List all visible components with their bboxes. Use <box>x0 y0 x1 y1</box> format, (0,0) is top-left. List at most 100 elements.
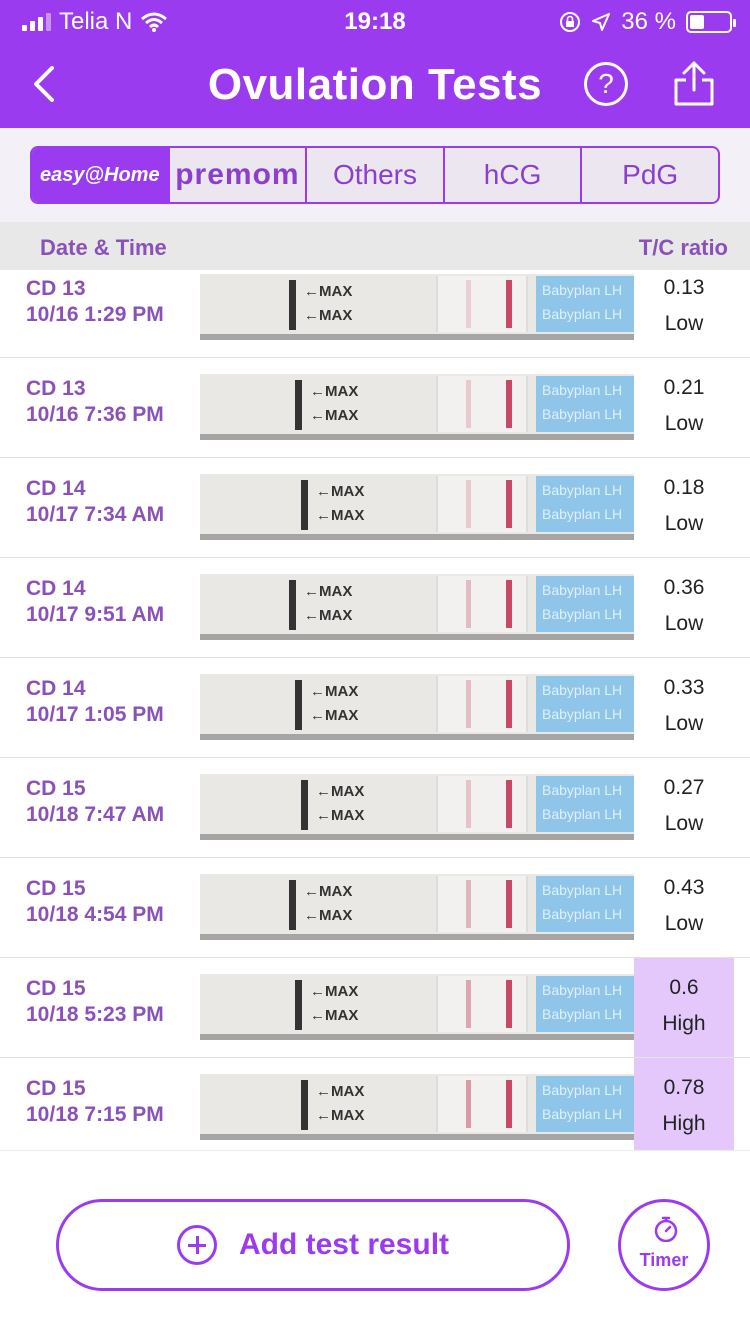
tc-ratio-value: 0.13 <box>663 276 705 299</box>
strip-brand-text: Babyplan LH <box>542 906 623 922</box>
strip-max-text: ←MAX <box>304 607 353 624</box>
strip-max-text: ←MAX <box>310 683 359 700</box>
plus-circle-icon <box>176 1225 217 1265</box>
clock: 19:18 <box>344 8 406 35</box>
strip-brand-text: Babyplan LH <box>542 806 623 822</box>
result-row[interactable]: CD 15 10/18 7:15 PM ←MAX ←MAX Babyplan LH Bab… <box>0 1058 750 1150</box>
test-line <box>466 780 471 828</box>
signal-icon <box>22 13 51 31</box>
test-datetime: 10/17 1:05 PM <box>26 703 164 726</box>
test-datetime: 10/16 1:29 PM <box>26 303 164 326</box>
strip-max-text: ←MAX <box>310 383 359 400</box>
strip-max-text: ←MAX <box>310 707 359 724</box>
strip-brand-text: Babyplan LH <box>542 282 623 298</box>
strip-brand-text: Babyplan LH <box>542 1006 623 1022</box>
strip-shadow <box>200 1034 634 1040</box>
result-row[interactable]: CD 14 10/17 7:34 AM ←MAX ←MAX Babyplan LH Bab… <box>0 458 750 558</box>
carrier-name: Telia N <box>59 8 133 35</box>
lh-level: Low <box>664 712 704 735</box>
test-datetime: 10/16 7:36 PM <box>26 403 164 426</box>
test-strip-photo[interactable]: ←MAX ←MAX Babyplan LH Babyplan LH <box>200 974 634 1040</box>
strip-window <box>436 776 528 832</box>
strip-window <box>436 876 528 932</box>
test-datetime: 10/18 7:47 AM <box>26 803 165 826</box>
strip-max-text: ←MAX <box>310 407 359 424</box>
result-row[interactable]: CD 14 10/17 1:05 PM ←MAX ←MAX Babyplan LH Bab… <box>0 658 750 758</box>
test-strip-photo[interactable]: ←MAX ←MAX Babyplan LH Babyplan LH <box>200 874 634 940</box>
test-strip-photo[interactable]: ←MAX ←MAX Babyplan LH Babyplan LH <box>200 474 634 540</box>
control-line <box>506 780 512 828</box>
strip-brand-text: Babyplan LH <box>542 1082 623 1098</box>
test-strip-photo[interactable]: ←MAX ←MAX Babyplan LH Babyplan LH <box>200 274 634 340</box>
result-row[interactable]: CD 15 10/18 7:47 AM ←MAX ←MAX Babyplan LH Bab… <box>0 758 750 858</box>
strip-shadow <box>200 934 634 940</box>
tab-pdg[interactable]: PdG <box>622 159 679 190</box>
tab-others[interactable]: Others <box>307 148 445 202</box>
tc-ratio-cell: 0.6 High <box>634 958 734 1057</box>
result-date: CD 15 10/18 7:47 AM <box>26 776 164 828</box>
strip-brand-text: Babyplan LH <box>542 682 623 698</box>
lh-level: High <box>662 1112 706 1135</box>
test-strip-photo[interactable]: ←MAX ←MAX Babyplan LH Babyplan LH <box>200 674 634 740</box>
strip-brand-label: Babyplan LH Babyplan LH <box>536 976 634 1032</box>
strip-max-text: ←MAX <box>316 507 365 524</box>
strip-window <box>436 476 528 532</box>
strip-max-text: ←MAX <box>316 807 365 824</box>
control-line <box>506 280 512 328</box>
strip-shadow <box>200 434 634 440</box>
result-row[interactable]: CD 13 10/16 7:36 PM ←MAX ←MAX Babyplan LH Bab… <box>0 358 750 458</box>
control-line <box>506 480 512 528</box>
strip-handle <box>295 980 302 1030</box>
battery-percent: 36 % <box>621 8 676 35</box>
strip-max-text: ←MAX <box>304 907 353 924</box>
tab-hcg[interactable]: hCG <box>445 148 583 202</box>
strip-max-marks: ←MAX ←MAX <box>310 380 358 428</box>
strip-handle <box>295 680 302 730</box>
strip-brand-text: Babyplan LH <box>542 782 623 798</box>
cycle-day: CD 13 <box>26 277 86 300</box>
strip-max-text: ←MAX <box>316 483 365 500</box>
test-strip-photo[interactable]: ←MAX ←MAX Babyplan LH Babyplan LH <box>200 1074 634 1140</box>
result-row[interactable]: CD 13 10/16 1:29 PM ←MAX ←MAX Babyplan LH Bab… <box>0 270 750 358</box>
test-strip-photo[interactable]: ←MAX ←MAX Babyplan LH Babyplan LH <box>200 574 634 640</box>
strip-shadow <box>200 1134 634 1140</box>
tc-ratio-value: 0.43 <box>663 876 705 899</box>
cycle-day: CD 15 <box>26 977 86 1000</box>
result-row[interactable]: CD 14 10/17 9:51 AM ←MAX ←MAX Babyplan LH Bab… <box>0 558 750 658</box>
rotation-lock-icon <box>560 12 581 32</box>
tab-easy-home[interactable]: easy@Home <box>32 148 170 202</box>
strip-brand-text: Babyplan LH <box>542 606 623 622</box>
strip-brand-label: Babyplan LH Babyplan LH <box>536 676 634 732</box>
strip-brand-text: Babyplan LH <box>542 306 623 322</box>
result-row[interactable]: CD 15 10/18 4:54 PM ←MAX ←MAX Babyplan LH Bab… <box>0 858 750 958</box>
tab-premom[interactable]: premom <box>170 148 308 202</box>
help-button[interactable]: ? <box>584 62 628 106</box>
result-row[interactable]: CD 15 10/18 5:23 PM ←MAX ←MAX Babyplan LH Bab… <box>0 958 750 1058</box>
back-chevron-icon[interactable] <box>26 60 66 108</box>
strip-max-marks: ←MAX ←MAX <box>304 580 352 628</box>
result-date: CD 13 10/16 1:29 PM <box>26 276 164 328</box>
test-strip-photo[interactable]: ←MAX ←MAX Babyplan LH Babyplan LH <box>200 374 634 440</box>
timer-label: Timer <box>639 1250 689 1270</box>
add-test-result-button[interactable]: Add test result <box>56 1199 570 1291</box>
tc-ratio-value: 0.36 <box>663 576 705 599</box>
strip-max-marks: ←MAX ←MAX <box>304 280 352 328</box>
strip-max-marks: ←MAX ←MAX <box>310 680 358 728</box>
test-datetime: 10/18 7:15 PM <box>26 1103 164 1126</box>
lh-level: High <box>662 1012 706 1035</box>
tc-ratio-value: 0.27 <box>663 776 705 799</box>
test-datetime: 10/18 4:54 PM <box>26 903 164 926</box>
cycle-day: CD 15 <box>26 1077 86 1100</box>
test-line <box>466 280 471 328</box>
column-date-time: Date & Time <box>40 235 167 260</box>
strip-brand-text: Babyplan LH <box>542 382 623 398</box>
status-bar: Telia N 19:18 36 % <box>0 0 750 42</box>
cycle-day: CD 14 <box>26 577 86 600</box>
share-icon[interactable] <box>672 60 716 108</box>
test-strip-photo[interactable]: ←MAX ←MAX Babyplan LH Babyplan LH <box>200 774 634 840</box>
control-line <box>506 580 512 628</box>
cycle-day: CD 13 <box>26 377 86 400</box>
strip-brand-text: Babyplan LH <box>542 882 623 898</box>
timer-button[interactable]: Timer <box>618 1199 710 1291</box>
strip-handle <box>295 380 302 430</box>
